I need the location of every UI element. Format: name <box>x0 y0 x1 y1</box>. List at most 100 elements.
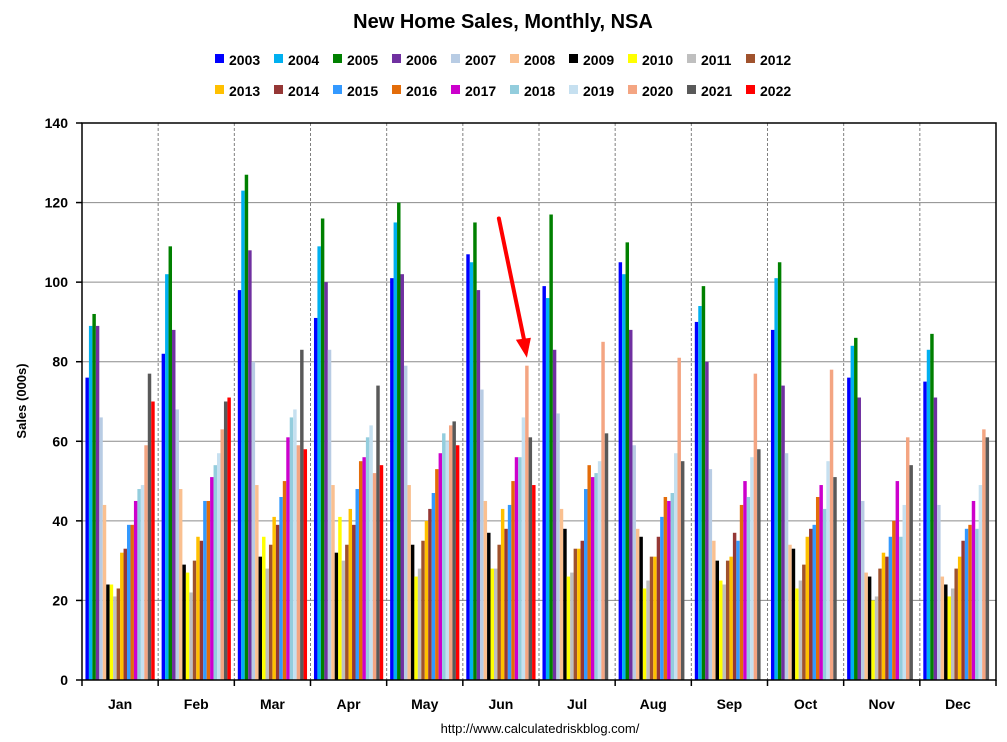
bar-2006-dec <box>933 397 938 680</box>
y-tick-label: 80 <box>52 354 68 370</box>
bar-2010-apr <box>338 516 342 680</box>
bar-2003-feb <box>161 353 166 680</box>
bar-2009-jun <box>487 532 491 680</box>
bar-2006-sep <box>705 361 709 680</box>
bar-2019-may <box>445 441 449 680</box>
bar-2015-aug <box>660 516 664 680</box>
bar-2007-may <box>403 365 408 680</box>
bar-2006-jul <box>552 349 557 680</box>
bar-2021-mar <box>300 349 304 680</box>
x-tick-label: Sep <box>717 696 743 712</box>
bar-2014-may <box>428 508 432 680</box>
bar-2018-jan <box>137 489 141 680</box>
legend-swatch <box>274 85 283 94</box>
bar-2013-jan <box>120 552 124 680</box>
legend: 2003 2004 2005 2006 2007 2008 2009 2010 2011 2012… <box>215 52 791 99</box>
bar-2015-sep <box>736 540 740 680</box>
bar-2019-nov <box>902 504 906 680</box>
bar-2008-jun <box>483 500 488 680</box>
bar-2017-sep <box>743 481 747 680</box>
bar-2012-nov <box>878 568 882 680</box>
bar-2014-jan <box>123 548 128 680</box>
y-tick-label: 40 <box>52 513 68 529</box>
x-tick-label: Aug <box>640 696 667 712</box>
bar-2003-jul <box>542 286 546 680</box>
legend-label: 2006 <box>406 52 437 68</box>
bar-2014-feb <box>199 540 204 680</box>
bar-2020-apr <box>372 473 377 680</box>
bar-2004-aug <box>622 274 626 680</box>
legend-label: 2020 <box>642 83 673 99</box>
bar-2014-jun <box>504 528 508 680</box>
bar-2016-feb <box>206 500 211 680</box>
bar-2004-mar <box>241 190 245 680</box>
bar-2003-dec <box>923 381 927 680</box>
bar-2011-dec <box>950 588 955 680</box>
bar-2012-feb <box>192 560 197 680</box>
bar-2016-oct <box>815 496 820 680</box>
bar-2008-sep <box>712 540 716 680</box>
bar-2008-oct <box>788 544 792 680</box>
bar-2011-sep <box>722 584 726 680</box>
bar-2018-sep <box>746 496 751 680</box>
legend-swatch <box>687 54 696 63</box>
bar-2013-dec <box>957 556 962 680</box>
bar-2007-jun <box>480 389 484 680</box>
legend-swatch <box>628 54 637 63</box>
y-tick-labels: 0 20 40 60 80 100 120 140 <box>45 115 69 688</box>
bar-2007-dec <box>937 504 941 680</box>
bar-2014-mar <box>275 524 280 680</box>
legend-label: 2018 <box>524 83 555 99</box>
bar-2009-aug <box>639 536 643 680</box>
bar-2017-oct <box>819 485 823 680</box>
legend-swatch <box>215 54 224 63</box>
bar-2017-jan <box>133 500 138 680</box>
y-tick-label: 20 <box>52 592 68 608</box>
bar-2010-sep <box>719 580 723 680</box>
bar-2008-aug <box>635 528 640 680</box>
bar-2004-jan <box>88 325 93 680</box>
bar-2007-feb <box>175 409 179 680</box>
bar-2013-may <box>424 520 429 680</box>
arrow-head <box>515 337 531 358</box>
bar-2004-apr <box>317 246 321 680</box>
annotation-arrow <box>496 216 531 358</box>
bar-2015-apr <box>355 489 359 680</box>
bar-2016-may <box>435 469 439 680</box>
legend-label: 2012 <box>760 52 791 68</box>
source-url: http://www.calculatedriskblog.com/ <box>441 721 640 736</box>
bar-2012-jun <box>497 544 501 680</box>
bar-2004-oct <box>774 278 778 680</box>
bar-2021-feb <box>223 401 228 680</box>
legend-swatch <box>274 54 283 63</box>
bar-2008-dec <box>940 576 945 680</box>
y-tick-label: 100 <box>45 274 69 290</box>
bar-2022-apr <box>379 465 384 680</box>
bar-2016-sep <box>739 504 744 680</box>
bar-2021-oct <box>833 477 837 680</box>
bar-2012-may <box>421 540 425 680</box>
y-tick-label: 120 <box>45 195 69 211</box>
bar-2011-jan <box>113 596 117 680</box>
plot-frame <box>76 122 997 686</box>
bar-2005-jul <box>549 214 553 680</box>
bar-2020-oct <box>829 369 834 680</box>
bar-2004-dec <box>926 349 931 680</box>
bar-2011-mar <box>265 568 269 680</box>
bar-2003-apr <box>313 317 318 680</box>
bar-2011-jul <box>570 572 574 680</box>
legend-label: 2017 <box>465 83 496 99</box>
bar-2017-dec <box>971 500 976 680</box>
bar-2010-jun <box>490 568 494 680</box>
bar-2010-aug <box>642 588 647 680</box>
bar-2010-jul <box>566 576 571 680</box>
bar-2022-jan <box>151 401 155 680</box>
bar-2011-nov <box>874 596 879 680</box>
bar-2009-sep <box>715 560 720 680</box>
bar-2003-oct <box>770 329 775 680</box>
legend-swatch <box>451 54 460 63</box>
bar-2006-jun <box>476 290 481 680</box>
bar-2018-dec <box>975 528 979 680</box>
legend-label: 2019 <box>583 83 614 99</box>
